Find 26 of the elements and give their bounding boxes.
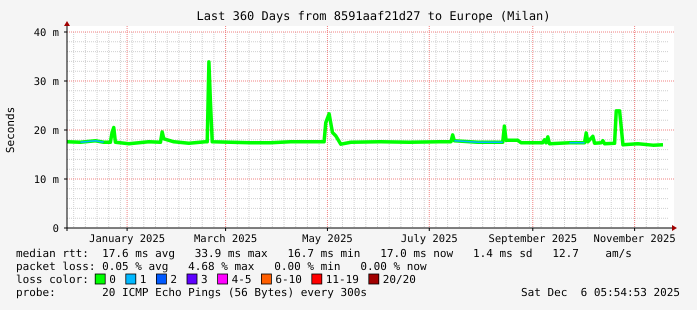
legend-label: 11-19 [326, 273, 359, 286]
y-tick-label: 30 m [34, 76, 59, 88]
legend-label: 0 [109, 273, 116, 286]
y-tick-label: 10 m [34, 174, 59, 186]
x-tick-label: September 2025 [488, 233, 578, 245]
text: Sat Dec 6 05:54:53 2025 [521, 286, 680, 299]
y-axis-title: Seconds [4, 106, 17, 154]
x-tick-label: May 2025 [302, 233, 353, 245]
legend-label: 20/20 [382, 273, 416, 286]
x-tick-label: November 2025 [594, 233, 676, 245]
text: probe: 20 ICMP Echo Pings (56 Bytes) every 300s [16, 286, 367, 299]
text: packet loss: 0.05 % avg 4.68 % max 0.00 % min 0.00 % now [16, 260, 427, 273]
chart-title: Last 360 Days from 8591aaf21d27 to Europe (Milan) [196, 9, 551, 23]
text: median rtt: 17.6 ms avg 33.9 ms max 16.7 ms min 17.0 ms now 1.4 ms sd 12.7 am/s [16, 247, 632, 260]
legend-label: 2 [170, 273, 178, 286]
legend-label: 4-5 [232, 273, 252, 286]
y-tick-label: 20 m [34, 125, 59, 137]
y-tick-label: 40 m [34, 27, 59, 39]
legend-label: 1 [140, 273, 146, 286]
y-tick-label: 0 [52, 223, 59, 235]
legend-title: loss color: [16, 273, 89, 286]
legend-label: 6-10 [275, 273, 302, 286]
x-tick-label: January 2025 [89, 233, 166, 245]
legend-label: 3 [201, 273, 208, 286]
x-tick-label: March 2025 [194, 233, 258, 245]
x-tick-label: July 2025 [400, 233, 458, 245]
